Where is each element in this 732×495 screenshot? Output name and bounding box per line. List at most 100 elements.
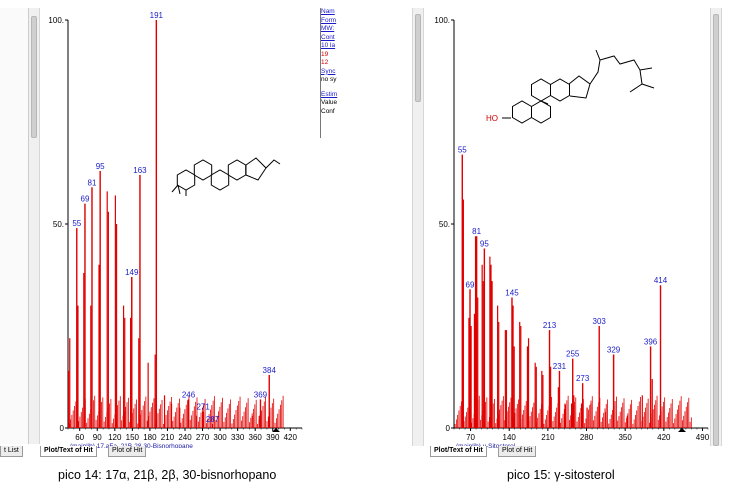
x-tick-label: 140 [503,433,517,442]
x-tick-label: 390 [266,433,280,442]
info-mw[interactable]: MW: [321,25,335,32]
peak-label: 396 [644,337,658,346]
x-tick-label: 300 [213,433,227,442]
spectrum-chart-right: 0 50. 100. 70 140 210 280 350 420 490 55 69 81 95 145 2… [434,16,710,450]
molecule-structure-left [171,157,281,196]
library-label: (mainlib) 17.aFa ,21B-28,30-Bisnorhopane [70,443,193,448]
tab-plot-text-of-hit[interactable]: Plot/Text of Hit [40,446,97,457]
tab-plot-of-hit[interactable]: Plot of Hit [498,446,537,457]
x-tick-label: 350 [618,433,632,442]
y-tick-label: 50. [53,220,64,229]
scroll-thumb[interactable] [31,16,37,138]
ring-pentagon [245,157,267,181]
peak-label: 55 [72,219,81,228]
ring [210,169,230,191]
peak-label: 95 [480,239,489,248]
right-right-scrollbar[interactable] [710,8,722,446]
peak-label: 213 [543,321,557,330]
x-tick-label: 210 [161,433,175,442]
peak-label: 255 [566,350,580,359]
scroll-thumb[interactable] [415,14,421,102]
cursor-marker [272,428,280,432]
x-tick-label: 120 [108,433,122,442]
x-tick-label: 270 [196,433,210,442]
info-formula[interactable]: Form [321,16,337,24]
hit-info-panel: Nam Form MW: Cont 10 la 19 12 Sync no sy… [320,8,344,138]
x-tick-label: 280 [580,433,594,442]
peak-label: 191 [150,11,164,20]
info-value: Value [321,99,338,106]
peak-label: 273 [576,374,590,383]
x-tick-label: 330 [231,433,245,442]
left-tab-strip: t List Plot/Text of Hit Plot of Hit [0,446,343,458]
x-tick-label: 210 [541,433,555,442]
info-top-peaks[interactable]: 10 la [321,42,336,49]
x-tick-label: 490 [696,433,710,442]
info-peak-1: 19 [321,50,329,58]
left-caption: pico 14: 17α, 21β, 2β, 30-bisnorhopano [58,468,277,482]
info-peak-2: 12 [321,59,329,66]
info-name[interactable]: Nam [321,8,335,15]
x-tick-label: 360 [249,433,263,442]
x-tick-label: 420 [284,433,298,442]
y-tick-label: 0 [446,424,451,433]
info-contributor[interactable]: Cont [321,33,335,41]
info-synonyms-value: no sy [321,76,337,83]
peak-label: 231 [553,362,567,371]
y-tick-label: 100. [48,16,64,25]
info-estimated[interactable]: Estim [321,90,338,98]
ring [227,159,247,181]
left-list-scrollbar[interactable] [28,8,40,444]
tab-plot-of-hit[interactable]: Plot of Hit [108,446,147,457]
right-caption: pico 15: γ-sitosterol [507,468,615,482]
cursor-marker [678,428,686,432]
x-tick-label: 70 [466,433,475,442]
x-tick-label: 180 [143,433,157,442]
peak-label: 69 [466,280,475,289]
info-synonyms[interactable]: Sync [321,67,336,75]
side-chain [589,49,655,93]
ring [550,78,570,102]
info-confidence: Conf [321,107,335,115]
right-left-scrollbar[interactable] [412,8,424,446]
peak-label: 81 [472,227,481,236]
x-tick-label: 150 [126,433,140,442]
peak-label: 414 [654,276,668,285]
spectrum-chart-left: 050.100.60 90 120 150 180 210 240 270 300 330 360 3… [48,11,303,448]
peak-label: 163 [133,166,147,175]
ho-label: HO [486,114,498,123]
left-spectrum-window: 0 50. 100. 60 90 120 150 180 210 240 270 300 330 360 3… [0,8,344,458]
ring-pentagon [568,75,591,99]
peak-label: 303 [593,317,607,326]
tab-list[interactable]: t List [0,446,23,457]
right-spectrum-window: 0 50. 100. 70 140 210 280 350 420 490 55 69 81 95 145 2… [412,8,722,462]
peak-label: 246 [182,390,196,399]
x-tick-label: 240 [178,433,192,442]
methyl-groups [171,184,187,196]
ring [512,100,532,124]
peak-label: 55 [458,146,467,155]
peak-label: 95 [96,162,105,171]
x-tick-label: 420 [657,433,671,442]
ring [531,78,551,102]
scroll-thumb[interactable] [713,14,719,446]
ring [176,169,196,191]
peak-label: 329 [607,346,621,355]
molecule-structure-right [502,49,655,124]
ring [193,159,213,181]
list-pane [0,8,29,444]
ring [531,100,551,124]
peak-label: 149 [125,268,139,277]
right-tab-strip: Plot/Text of Hit Plot of Hit [426,446,716,458]
peak-label: 369 [254,390,268,399]
y-tick-label: 50. [439,220,450,229]
peak-label: 384 [263,366,277,375]
x-tick-label: 90 [93,433,102,442]
peak-label: 287 [206,415,220,424]
y-tick-label: 100. [434,16,450,25]
double-bond [540,100,549,105]
peak-label: 81 [88,178,97,187]
y-tick-label: 0 [60,424,65,433]
tab-plot-text-of-hit[interactable]: Plot/Text of Hit [430,446,487,457]
peak-label: 271 [196,403,210,412]
